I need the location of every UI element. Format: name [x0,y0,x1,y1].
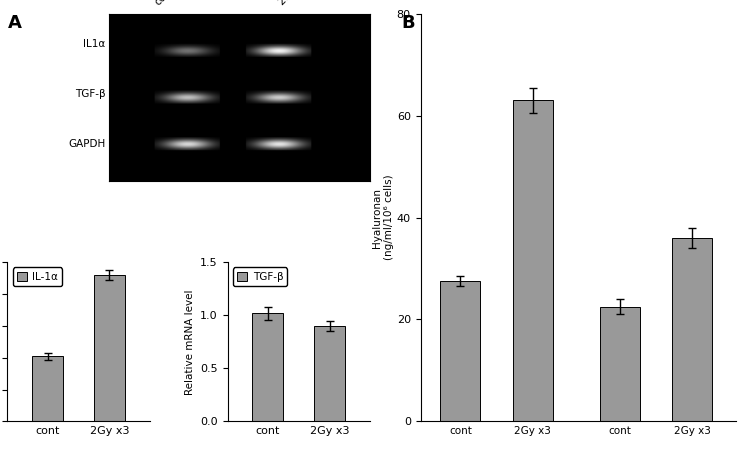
Bar [32,356,63,421]
Y-axis label: Relative mRNA level: Relative mRNA level [185,289,195,395]
Text: GAPDH: GAPDH [68,139,106,149]
Y-axis label: Hyaluronan
(ng/ml/10⁶ cells): Hyaluronan (ng/ml/10⁶ cells) [372,175,394,260]
Bar [94,275,125,421]
Legend: TGF-β: TGF-β [233,267,288,286]
Text: A: A [7,14,22,32]
Text: B: B [401,14,415,32]
Text: control: control [152,0,185,7]
Bar [314,326,345,421]
Bar [672,238,712,421]
Bar [441,281,480,421]
Bar [513,100,553,421]
Text: 2Gy×3: 2Gy×3 [276,0,308,7]
Legend: IL-1α: IL-1α [13,267,62,286]
Text: IL1α: IL1α [83,39,106,49]
Bar [600,307,640,421]
Text: TGF-β: TGF-β [74,89,106,99]
Bar [253,313,283,421]
